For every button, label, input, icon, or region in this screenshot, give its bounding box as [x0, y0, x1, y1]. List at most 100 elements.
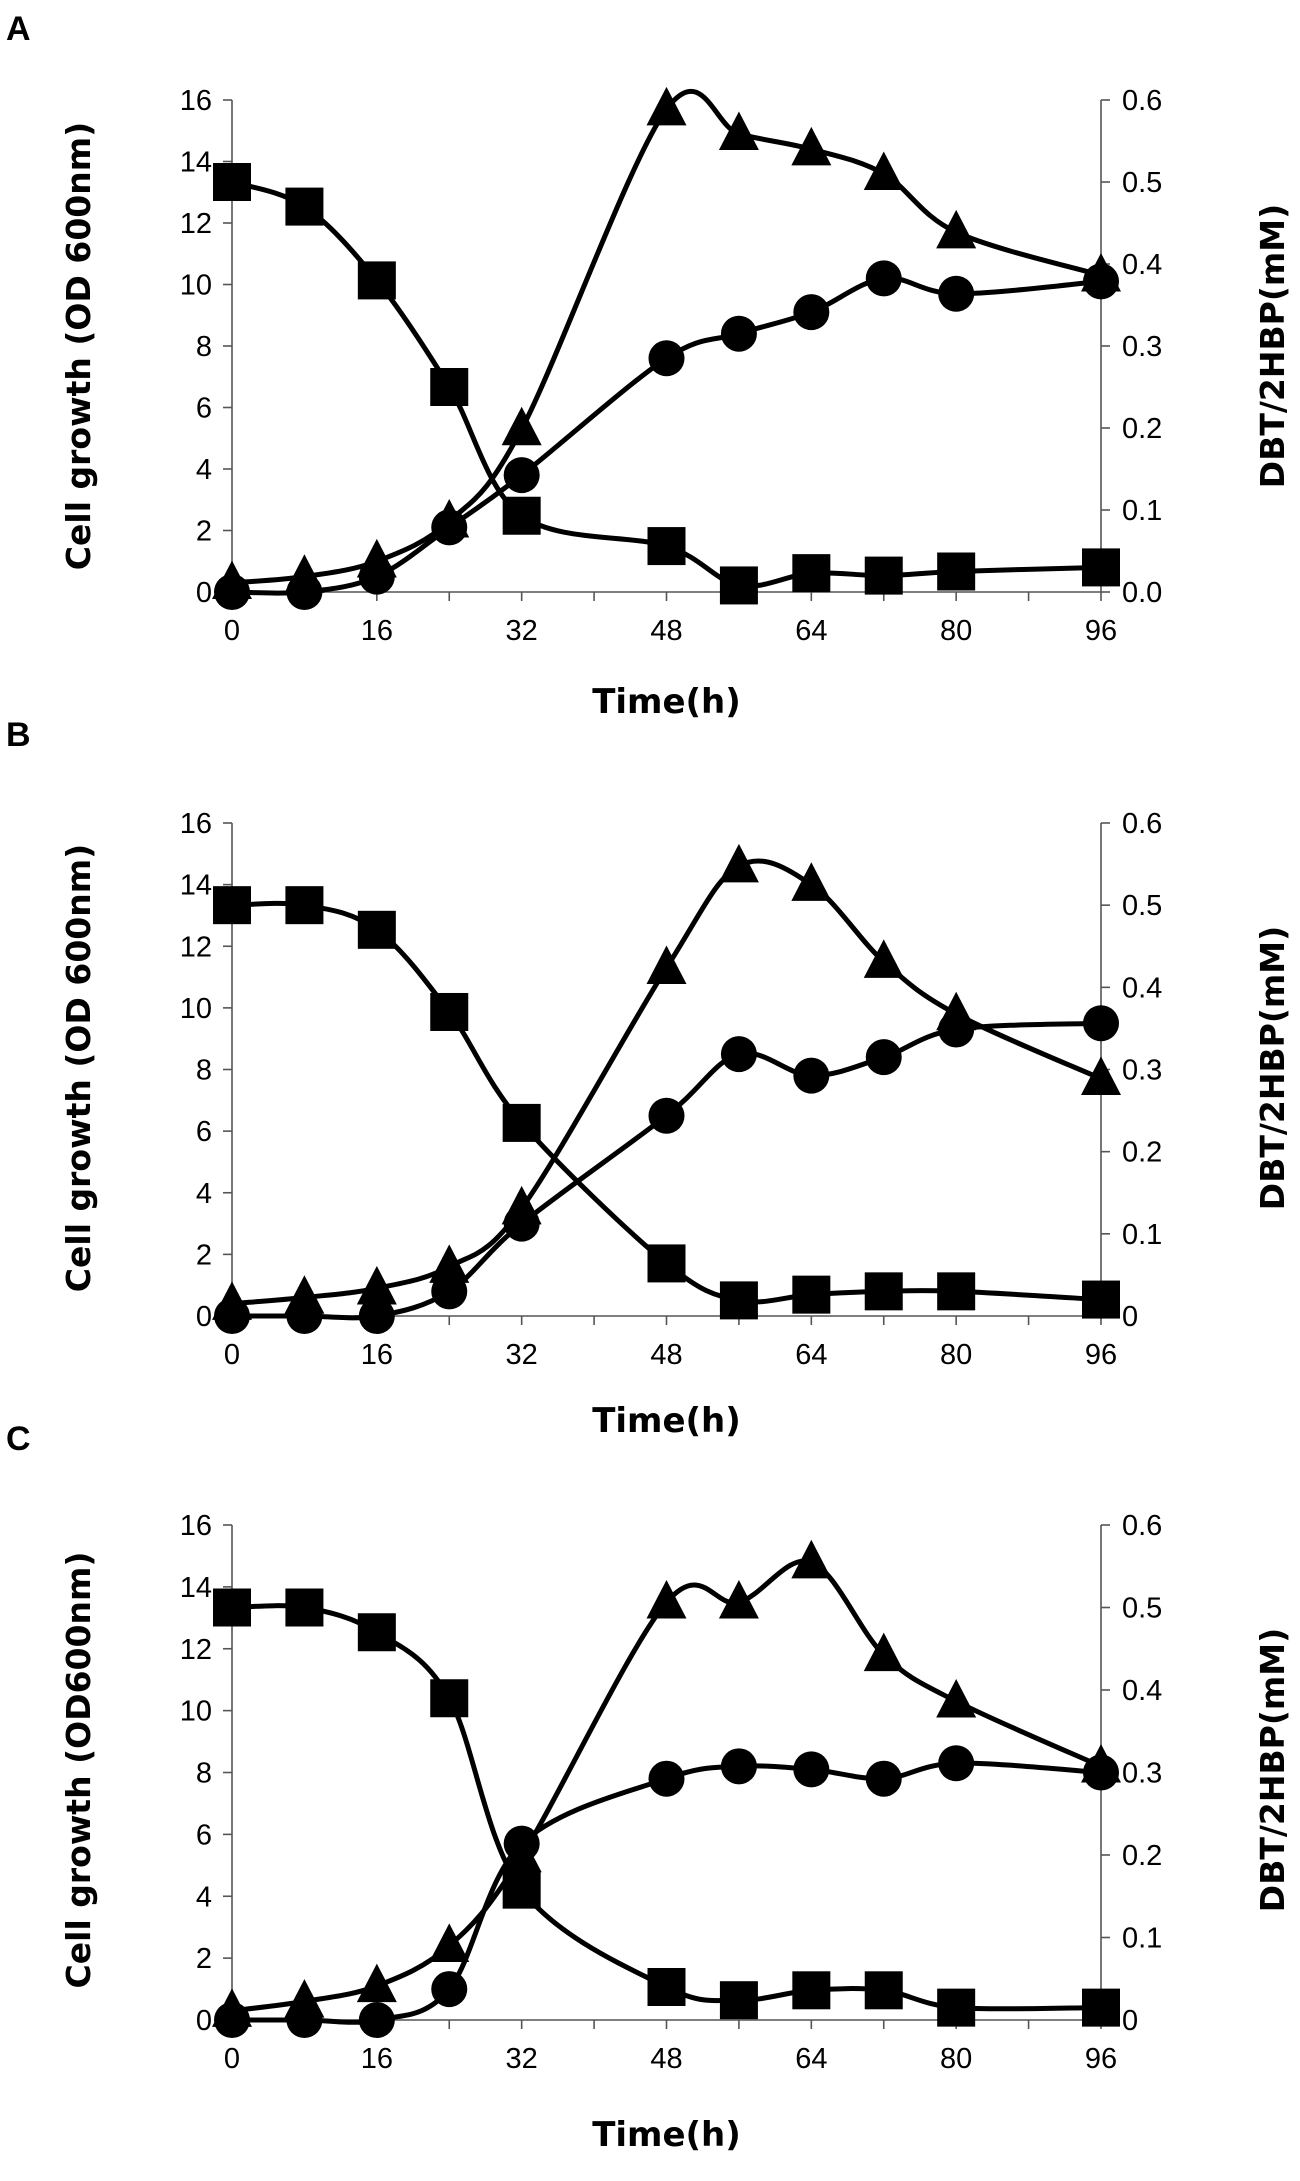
y-tick-label: 10	[180, 1696, 212, 1728]
square-marker	[1082, 1280, 1120, 1319]
triangle-marker	[501, 406, 542, 446]
y-axis-label: Cell growth (OD 600nm)	[59, 122, 98, 570]
x-tick-label: 80	[940, 615, 972, 647]
y-axis-label: Cell growth (OD 600nm)	[59, 844, 98, 1292]
y-tick-label: 16	[180, 1510, 212, 1542]
circle-marker	[865, 1039, 902, 1076]
x-tick-label: 0	[224, 2043, 240, 2075]
triangle-marker	[284, 554, 325, 593]
triangle-marker	[863, 939, 904, 978]
circle-marker	[938, 275, 975, 312]
triangle-marker	[501, 1185, 542, 1225]
triangle-marker	[936, 991, 977, 1031]
x-axis-label: Time(h)	[592, 2115, 741, 2155]
panel-letter: C	[6, 1420, 31, 1458]
triangle-marker	[1081, 1743, 1121, 1783]
y-tick-label: 4	[196, 454, 212, 486]
square-marker	[792, 1275, 831, 1314]
triangle-marker	[646, 86, 687, 126]
y-tick-label: 0	[196, 2005, 212, 2037]
y2-tick-label: 0.1	[1122, 1923, 1162, 1955]
triangle-marker	[356, 538, 397, 578]
y-tick-label: 4	[196, 1178, 212, 1210]
square-marker	[792, 554, 831, 593]
x-tick-label: 32	[506, 2043, 538, 2075]
triangle-marker	[429, 498, 470, 538]
triangle-marker	[936, 1679, 977, 1718]
triangle-marker	[284, 1275, 325, 1314]
circle-marker	[1083, 1005, 1119, 1042]
y-tick-label: 10	[180, 993, 212, 1025]
y2-tick-label: 0.2	[1122, 1137, 1162, 1169]
x-tick-label: 80	[940, 1339, 972, 1371]
circle-marker	[720, 315, 757, 352]
triangle-marker	[646, 1580, 687, 1619]
square-marker	[937, 1272, 976, 1311]
y2-tick-label: 0.2	[1122, 1840, 1162, 1872]
square-marker	[937, 1988, 976, 2027]
square-marker	[719, 1981, 758, 2020]
square-marker	[937, 552, 976, 591]
y2-tick-label: 0.6	[1122, 808, 1162, 840]
circle-marker	[720, 1036, 757, 1073]
series-square	[213, 163, 1120, 605]
square-marker	[357, 261, 396, 300]
square-marker	[213, 163, 251, 201]
square-marker	[647, 1968, 686, 2006]
square-marker	[285, 187, 324, 226]
square-marker	[647, 1244, 686, 1283]
x-axis-label: Time(h)	[592, 1401, 741, 1441]
x-axis-label: Time(h)	[592, 682, 741, 722]
circle-marker	[793, 1057, 830, 1094]
triangle-marker	[863, 151, 904, 190]
series-circle	[214, 1005, 1119, 1334]
chart-panel-c: C 0 2 4 6 8 10 12 14 16 0 0.1 0.2 0.3 0.4 0.5 0.6 0 16 32 48…	[6, 1420, 1292, 2155]
y-tick-label: 16	[180, 808, 212, 840]
square-marker	[1082, 548, 1120, 587]
circle-marker	[938, 1745, 975, 1782]
square-marker	[430, 368, 469, 406]
y2-tick-label: 0.3	[1122, 1758, 1162, 1790]
y-tick-label: 12	[180, 208, 212, 240]
square-marker	[502, 1103, 541, 1142]
circle-marker	[503, 457, 540, 494]
series-line-square	[229, 1603, 1104, 2012]
y2-tick-label: 0.4	[1122, 249, 1162, 281]
y-tick-label: 16	[180, 85, 212, 117]
x-tick-label: 16	[361, 615, 393, 647]
square-marker	[430, 1679, 469, 1718]
circle-marker	[793, 1751, 830, 1788]
triangle-marker	[429, 1923, 470, 1962]
triangle-marker	[718, 843, 759, 883]
y-tick-label: 14	[180, 1572, 212, 1604]
y-tick-label: 2	[196, 1943, 212, 1975]
x-tick-label: 96	[1085, 1339, 1117, 1371]
square-marker	[285, 886, 324, 925]
x-tick-label: 64	[795, 1339, 827, 1371]
x-tick-label: 32	[506, 1339, 538, 1371]
y-tick-label: 2	[196, 1239, 212, 1271]
square-marker	[430, 992, 469, 1031]
y-tick-label: 14	[180, 870, 212, 902]
square-marker	[213, 886, 251, 925]
x-tick-label: 16	[361, 1339, 393, 1371]
y2-tick-label: 0.5	[1122, 167, 1162, 199]
y2-tick-label: 0.6	[1122, 1510, 1162, 1542]
square-marker	[357, 910, 396, 949]
y-tick-label: 8	[196, 1758, 212, 1790]
x-tick-label: 16	[361, 2043, 393, 2075]
y-tick-label: 14	[180, 147, 212, 179]
square-marker	[285, 1588, 324, 1627]
panel-letter: B	[6, 716, 31, 754]
circle-marker	[865, 260, 902, 297]
triangle-marker	[791, 862, 832, 901]
series-square	[213, 1588, 1120, 2027]
x-tick-label: 96	[1085, 615, 1117, 647]
triangle-marker	[356, 1265, 397, 1305]
x-tick-label: 64	[795, 615, 827, 647]
y2-tick-label: 0.6	[1122, 85, 1162, 117]
series-line-triangle	[229, 89, 1104, 586]
triangle-marker	[936, 209, 977, 249]
circle-marker	[865, 1760, 902, 1797]
x-tick-label: 48	[650, 1339, 682, 1371]
